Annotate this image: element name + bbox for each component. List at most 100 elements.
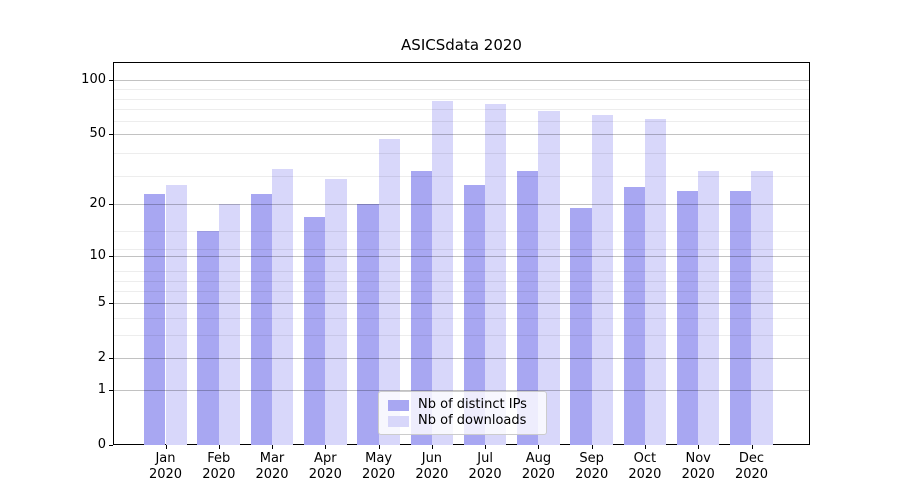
- x-tick-mark: [751, 445, 753, 449]
- y-tick-label: 0: [97, 437, 106, 452]
- legend-item-distinct-ips: Nb of distinct IPs: [388, 397, 537, 413]
- x-tick-mark: [485, 445, 487, 449]
- bar-distinct-ips-jul: [463, 184, 486, 445]
- y-tick-mark: [109, 255, 113, 257]
- bar-downloads-nov: [698, 171, 720, 445]
- gridline-minor: [113, 280, 810, 282]
- y-tick-label: 50: [89, 126, 106, 142]
- bar-downloads-may: [378, 139, 400, 445]
- gridline-major: [113, 134, 810, 136]
- chart-title: ASICSdata 2020: [401, 36, 522, 54]
- gridline-minor: [113, 291, 810, 293]
- gridline-major: [113, 80, 810, 82]
- x-tick-month: Mar: [259, 451, 285, 466]
- x-tick-year: 2020: [521, 467, 555, 482]
- x-tick-label-mar: Mar 2020: [240, 451, 304, 483]
- gridline-major: [113, 255, 810, 257]
- x-tick-month: Jan: [155, 451, 176, 466]
- bar-distinct-ips-sep: [570, 208, 592, 445]
- x-tick-year: 2020: [255, 467, 289, 482]
- y-tick-label: 20: [89, 196, 106, 212]
- x-tick-label-aug: Aug 2020: [506, 451, 570, 483]
- y-tick-mark: [109, 445, 113, 446]
- bar-downloads-feb: [218, 204, 241, 445]
- bar-distinct-ips-dec: [730, 190, 752, 445]
- bar-distinct-ips-jun: [410, 171, 432, 445]
- x-tick-label-jun: Jun 2020: [400, 451, 464, 483]
- x-tick-month: Apr: [314, 451, 337, 466]
- y-tick-mark: [109, 134, 113, 136]
- bar-distinct-ips-apr: [304, 216, 326, 445]
- gridline-major: [113, 358, 810, 360]
- y-tick-label: 100: [81, 72, 106, 88]
- x-tick-month: Aug: [525, 451, 552, 466]
- x-tick-label-jan: Jan 2020: [134, 451, 198, 483]
- x-tick-month: May: [365, 451, 393, 466]
- bar-downloads-dec: [751, 171, 773, 445]
- bar-distinct-ips-may: [357, 204, 379, 445]
- legend-label-downloads: Nb of downloads: [418, 413, 527, 428]
- x-tick-mark: [378, 445, 380, 449]
- x-tick-mark: [218, 445, 220, 449]
- x-tick-mark: [591, 445, 593, 449]
- y-tick-label: 1: [97, 382, 106, 398]
- gridline-minor: [113, 121, 810, 123]
- x-tick-mark: [431, 445, 433, 449]
- x-tick-mark: [325, 445, 327, 449]
- y-tick-mark: [109, 204, 113, 206]
- x-tick-year: 2020: [628, 467, 662, 482]
- y-tick-mark: [109, 303, 113, 305]
- y-tick-mark: [109, 358, 113, 360]
- x-tick-label-apr: Apr 2020: [293, 451, 357, 483]
- x-tick-month: Sep: [579, 451, 604, 466]
- x-tick-year: 2020: [468, 467, 502, 482]
- x-tick-month: Feb: [207, 451, 231, 466]
- bar-distinct-ips-jan: [144, 193, 166, 445]
- x-tick-mark: [644, 445, 646, 449]
- x-tick-month: Jul: [477, 451, 493, 466]
- gridline-minor: [113, 335, 810, 337]
- x-tick-year: 2020: [681, 467, 715, 482]
- legend-label-distinct-ips: Nb of distinct IPs: [418, 397, 527, 412]
- bar-downloads-jan: [165, 184, 187, 445]
- x-tick-label-feb: Feb 2020: [187, 451, 251, 483]
- x-tick-year: 2020: [148, 467, 183, 482]
- x-tick-label-dec: Dec 2020: [720, 451, 784, 483]
- x-tick-month: Dec: [738, 451, 765, 466]
- bar-downloads-jun: [431, 100, 454, 445]
- x-tick-label-jul: Jul 2020: [453, 451, 517, 483]
- y-tick-label: 5: [97, 295, 106, 311]
- bar-distinct-ips-feb: [197, 230, 219, 445]
- bar-distinct-ips-nov: [676, 190, 699, 445]
- x-tick-year: 2020: [308, 467, 342, 482]
- x-tick-mark: [165, 445, 167, 449]
- x-tick-month: Oct: [633, 451, 657, 466]
- x-tick-month: Nov: [685, 451, 711, 466]
- bar-downloads-oct: [644, 118, 667, 445]
- bar-downloads-mar: [272, 168, 294, 445]
- x-tick-mark: [698, 445, 700, 449]
- gridline-minor: [113, 153, 810, 155]
- gridline-minor: [113, 231, 810, 232]
- x-tick-year: 2020: [362, 467, 396, 482]
- legend-item-downloads: Nb of downloads: [388, 413, 537, 429]
- x-tick-label-may: May 2020: [347, 451, 411, 483]
- legend-swatch-downloads: [388, 415, 409, 427]
- x-tick-label-oct: Oct 2020: [613, 451, 677, 483]
- bar-distinct-ips-oct: [623, 187, 645, 445]
- gridline-minor: [113, 317, 810, 319]
- x-tick-year: 2020: [202, 467, 236, 482]
- gridline-minor: [113, 271, 810, 273]
- x-tick-year: 2020: [415, 467, 449, 482]
- bar-downloads-apr: [325, 178, 347, 445]
- plot-area: [113, 62, 810, 445]
- x-tick-year: 2020: [734, 467, 769, 482]
- gridline-major: [113, 204, 810, 206]
- gridline-minor: [113, 98, 810, 100]
- bar-downloads-aug: [538, 111, 560, 445]
- y-tick-mark: [109, 390, 113, 392]
- gridline-minor: [113, 109, 810, 111]
- gridline-major: [113, 390, 810, 392]
- gridline-major: [113, 303, 810, 305]
- x-tick-mark: [538, 445, 540, 449]
